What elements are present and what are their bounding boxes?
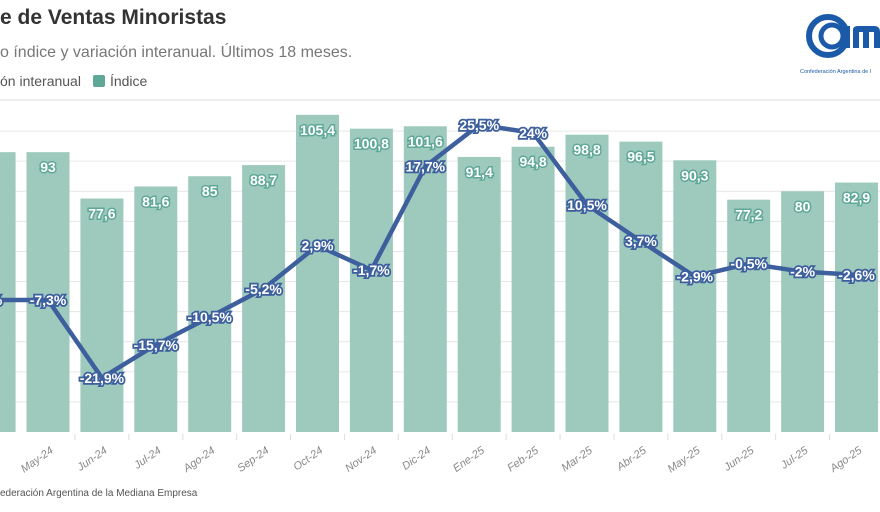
bar-value-label: 85 — [202, 183, 218, 199]
bar-Mar-25 — [565, 134, 609, 432]
line-value-label: -21,9% — [80, 370, 125, 386]
bar-Jul-25 — [781, 191, 825, 432]
bar-Jul-24 — [134, 186, 178, 432]
x-tick-label: Jul-25 — [778, 444, 811, 472]
x-tick-label: Feb-25 — [505, 444, 541, 474]
x-tick-label: May-25 — [666, 444, 704, 475]
line-value-label: -1,7% — [353, 262, 390, 278]
x-tick-label: Oct-24 — [291, 445, 325, 474]
x-tick-label: Ago-25 — [827, 444, 864, 475]
line-value-label: 2,9% — [302, 238, 334, 254]
bar-Feb-25 — [511, 146, 555, 433]
bar-value-label: 91,4 — [466, 164, 493, 180]
line-value-label: -0,5% — [730, 256, 767, 272]
bar-Abr-25 — [619, 141, 663, 432]
line-label-partial: % — [0, 292, 3, 308]
line-value-label: -5,2% — [245, 281, 282, 297]
bar-value-label: 101,6 — [408, 133, 443, 149]
legend-item-variacion: ón interanual — [0, 73, 81, 89]
line-value-label: -2,6% — [838, 267, 875, 283]
chart-subtitle: o índice y variación interanual. Últimos… — [0, 44, 353, 61]
bar-Jun-24 — [80, 198, 124, 432]
line-value-label: 17,7% — [405, 158, 445, 174]
x-tick-label: Abr-25 — [614, 444, 649, 474]
bar-value-label: 77,6 — [88, 205, 115, 221]
bar-Dic-24 — [403, 126, 447, 432]
line-value-label: 25,5% — [459, 117, 499, 133]
bar-Nov-24 — [349, 128, 393, 432]
bar-value-label: 98,8 — [573, 142, 600, 158]
logo-caption: Confederación Argentina de l — [800, 69, 871, 75]
line-value-label: 24% — [519, 125, 548, 141]
bar-value-label: 105,4 — [300, 122, 335, 138]
x-tick-label: Sep-24 — [235, 445, 271, 475]
line-variacion-interanual — [0, 122, 857, 381]
x-tick-label: Dic-24 — [400, 445, 433, 473]
bar-value-label: 81,6 — [142, 193, 169, 209]
bar-Ago-24 — [188, 176, 232, 432]
x-tick-label: Nov-24 — [343, 445, 379, 475]
source-note: ederación Argentina de la Mediana Empres… — [0, 488, 198, 499]
bar-Ago-25 — [835, 182, 878, 432]
bar-partial — [0, 152, 16, 432]
bar-May-25 — [673, 160, 717, 432]
chart-title: e de Ventas Minoristas — [0, 6, 227, 29]
x-tick-label: Jun-25 — [721, 444, 757, 474]
legend: ón interanual Índice — [0, 73, 147, 89]
line-value-label: -7,3% — [30, 292, 67, 308]
line-value-label: 3,7% — [625, 233, 657, 249]
bar-value-label: 77,2 — [735, 207, 762, 223]
x-tick-label: Ene-25 — [451, 444, 488, 475]
x-tick-label: Jul-24 — [131, 445, 163, 473]
bar-value-label: 82,9 — [843, 190, 870, 206]
bar-value-label: 80 — [795, 198, 811, 214]
line-value-label: -2% — [790, 264, 815, 280]
x-tick-label: Mar-25 — [559, 444, 595, 474]
bar-Jun-25 — [727, 199, 771, 432]
line-value-label: -2,9% — [677, 268, 714, 284]
bar-value-label: 93 — [40, 159, 56, 175]
bar-value-label: 90,3 — [681, 167, 708, 183]
line-value-label: 10,5% — [567, 197, 607, 213]
bar-Oct-24 — [296, 114, 339, 432]
bar-value-label: 88,7 — [250, 172, 277, 188]
came-logo — [806, 14, 880, 58]
bar-May-24 — [26, 152, 70, 432]
x-tick-label: Ago-24 — [181, 445, 218, 476]
legend-item-indice: Índice — [109, 73, 148, 89]
x-tick-label: May-24 — [19, 445, 56, 476]
x-tick-label: Jun-24 — [74, 445, 109, 475]
bar-value-label: 100,8 — [354, 136, 389, 152]
bar-Ene-25 — [457, 156, 501, 432]
bar-value-label: 96,5 — [627, 149, 654, 165]
line-value-label: -15,7% — [134, 337, 179, 353]
legend-swatch-indice — [92, 75, 105, 87]
line-value-label: -10,5% — [188, 309, 233, 325]
bar-value-label: 94,8 — [519, 154, 546, 170]
